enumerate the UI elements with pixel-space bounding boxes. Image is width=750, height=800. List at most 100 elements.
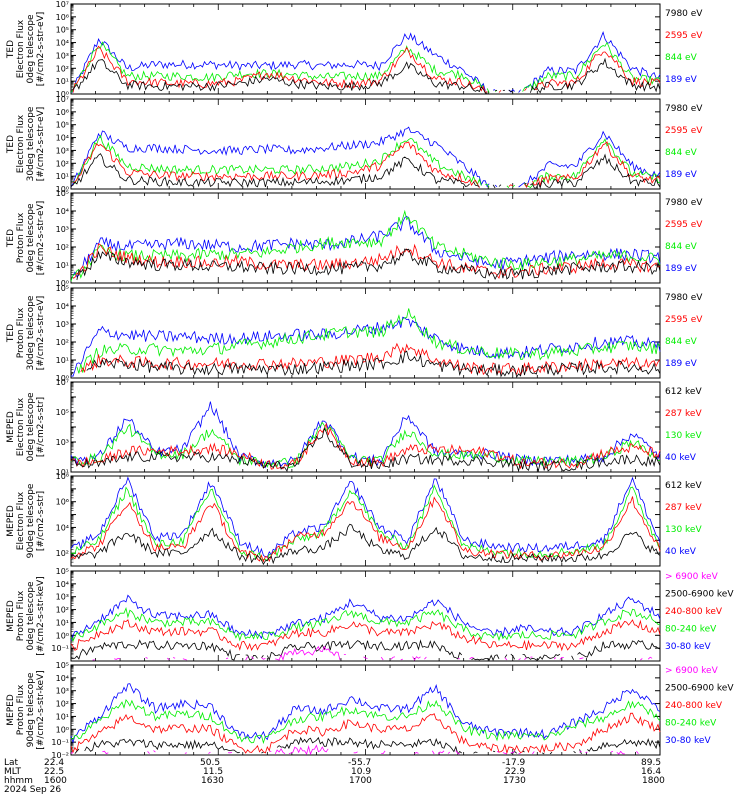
y-axis-label: MEPED xyxy=(6,411,16,443)
y-tick-label: 10³ xyxy=(56,687,69,696)
y-tick-label: 10⁴ xyxy=(56,39,69,48)
y-tick-label: 10¹ xyxy=(56,356,69,365)
y-tick-label: 10¹ xyxy=(56,77,69,86)
y-axis-label: Proton Flux xyxy=(16,307,26,358)
lat-value: 22.4 xyxy=(44,758,64,768)
legend-entry: > 6900 keV xyxy=(665,666,719,676)
y-tick-label: 10⁰ xyxy=(56,185,69,194)
panel-5: 10¹ 10³ 10⁵ 10⁷ MEPED Electron Flux 0deg teles… xyxy=(6,378,702,477)
legend-entry: 2595 eV xyxy=(665,126,703,136)
legend-entry: 189 eV xyxy=(665,170,698,180)
hhmm-value: 1600 xyxy=(44,776,67,786)
y-tick-label: 10² xyxy=(56,159,69,168)
y-axis-label: [#/cm2-s-str-eV] xyxy=(36,12,46,87)
series-trace-7980-ev xyxy=(76,248,661,281)
y-tick-label: 10⁵ xyxy=(56,189,69,198)
y-tick-label: 10¹ xyxy=(56,712,69,721)
y-axis-label: TED xyxy=(6,135,16,154)
legend-entry: 2500-6900 keV xyxy=(665,684,734,694)
legend-entry: 287 keV xyxy=(665,409,702,419)
y-tick-label: 10⁴ xyxy=(56,580,69,589)
series-trace-30-80-kev xyxy=(70,683,661,744)
y-axis-label: [#/cm2-s-str] xyxy=(36,397,46,457)
x-row-label-hhmm: hhmm xyxy=(4,776,33,786)
series-trace-40-kev xyxy=(70,401,661,469)
panel-3: 10⁰ 10¹ 10² 10³ 10⁴ 10⁵ TED Proton Flux 0deg tel… xyxy=(6,189,703,288)
series-trace-612-kev xyxy=(70,427,661,473)
legend-entry: 240-800 keV xyxy=(665,607,723,617)
series-trace-7980-ev xyxy=(70,57,661,94)
y-tick-label: 10⁰ xyxy=(56,90,69,99)
legend-entry: 130 keV xyxy=(665,525,702,535)
panel-2: 10⁰ 10¹ 10² 10³ 10⁴ 10⁵ 10⁶ 10⁷ TED Electron Flux… xyxy=(6,95,703,194)
series-trace-287-kev xyxy=(70,422,661,470)
y-tick-label: 10¹ xyxy=(56,172,69,181)
hhmm-value: 1800 xyxy=(642,776,665,786)
legend-entry: 189 eV xyxy=(665,264,698,274)
legend-entry: 189 eV xyxy=(665,75,698,85)
series-trace-844-ev xyxy=(76,308,661,374)
series-trace-189-ev xyxy=(70,31,661,93)
series-trace-844-ev xyxy=(70,41,661,93)
series-trace-130-kev xyxy=(70,484,661,562)
legend-entry: 40 keV xyxy=(665,547,697,557)
y-tick-label: 10⁻² xyxy=(51,751,69,760)
legend-entry: > 6900 keV xyxy=(665,572,719,582)
x-row-label-lat: Lat xyxy=(4,758,19,768)
series-trace-2595-ev xyxy=(72,243,661,280)
series-trace-189-ev xyxy=(72,215,661,278)
y-tick-label: 10⁷ xyxy=(56,95,69,104)
y-axis-label: [#/cm2-s-str-eV] xyxy=(36,201,46,276)
series-trace-130-kev xyxy=(70,421,661,469)
legend-entry: 2595 eV xyxy=(665,315,703,325)
legend-entry: 2500-6900 keV xyxy=(665,590,734,600)
series-trace-287-kev xyxy=(70,496,661,563)
y-tick-label: 10² xyxy=(56,243,69,252)
y-axis-label: MEPED xyxy=(6,505,16,537)
y-axis-label: 30deg telescope xyxy=(26,106,36,181)
series-trace-844-ev xyxy=(70,209,661,282)
y-axis-label: MEPED xyxy=(6,694,16,726)
y-axis-label: Electron Flux xyxy=(16,397,26,456)
y-tick-label: 10⁵ xyxy=(56,661,69,670)
y-tick-label: 10⁵ xyxy=(56,408,69,417)
y-tick-label: 10⁰ xyxy=(56,279,69,288)
panel-8: 10⁻² 10⁻¹ 10⁰ 10¹ 10² 10³ 10⁴ 10⁵ MEPED Proton Fl… xyxy=(6,661,734,760)
series-trace-7980-ev xyxy=(70,350,661,379)
y-tick-label: 10¹ xyxy=(56,618,69,627)
y-tick-label: 10⁻¹ xyxy=(51,644,69,653)
panel-4: 10⁰ 10¹ 10² 10³ 10⁴ 10⁵ TED Proton Flux 30deg te… xyxy=(6,284,703,383)
legend-entry: 844 eV xyxy=(665,242,698,252)
panel-frame xyxy=(70,664,661,756)
panel-frame xyxy=(70,287,661,379)
y-tick-label: 10⁴ xyxy=(56,302,69,311)
y-axis-label: [#/cm2-s-str-keV] xyxy=(36,576,46,655)
panel-1: 10⁰ 10¹ 10² 10³ 10⁴ 10⁵ 10⁶ 10⁷ TED Electron Flux… xyxy=(6,0,703,99)
series-trace-80-240-kev xyxy=(70,699,661,745)
y-axis-label: 90deg telescope xyxy=(26,483,36,558)
series-trace-240-800-kev xyxy=(70,712,661,755)
y-tick-label: 10⁶ xyxy=(56,13,69,22)
legend-entry: 40 keV xyxy=(665,453,697,463)
legend-entry: 80-240 keV xyxy=(665,625,717,635)
y-axis-label: Proton Flux xyxy=(16,212,26,263)
y-tick-label: 10⁻¹ xyxy=(51,738,69,747)
legend-entry: 612 keV xyxy=(665,481,702,491)
y-tick-label: 10² xyxy=(56,606,69,615)
legend-entry: 80-240 keV xyxy=(665,719,717,729)
y-axis-label: TED xyxy=(6,229,16,248)
mlt-value: 11.5 xyxy=(203,767,223,777)
y-tick-label: 10¹ xyxy=(56,261,69,270)
y-tick-label: 10⁰ xyxy=(56,631,69,640)
y-axis-label: [#/cm2-s-str-eV] xyxy=(36,107,46,182)
legend-entry: 7980 eV xyxy=(665,198,703,208)
panel-6: 10² 10⁴ 10⁶ 10⁸ MEPED Electron Flux 90deg tele… xyxy=(6,472,702,567)
mlt-value: 22.9 xyxy=(505,767,525,777)
y-tick-label: 10⁸ xyxy=(56,472,69,481)
legend-entry: 844 eV xyxy=(665,337,698,347)
y-tick-label: 10³ xyxy=(56,593,69,602)
y-axis-label: 0deg telescope xyxy=(26,392,36,462)
y-axis-label: MEPED xyxy=(6,600,16,632)
y-tick-label: 10³ xyxy=(56,51,69,60)
